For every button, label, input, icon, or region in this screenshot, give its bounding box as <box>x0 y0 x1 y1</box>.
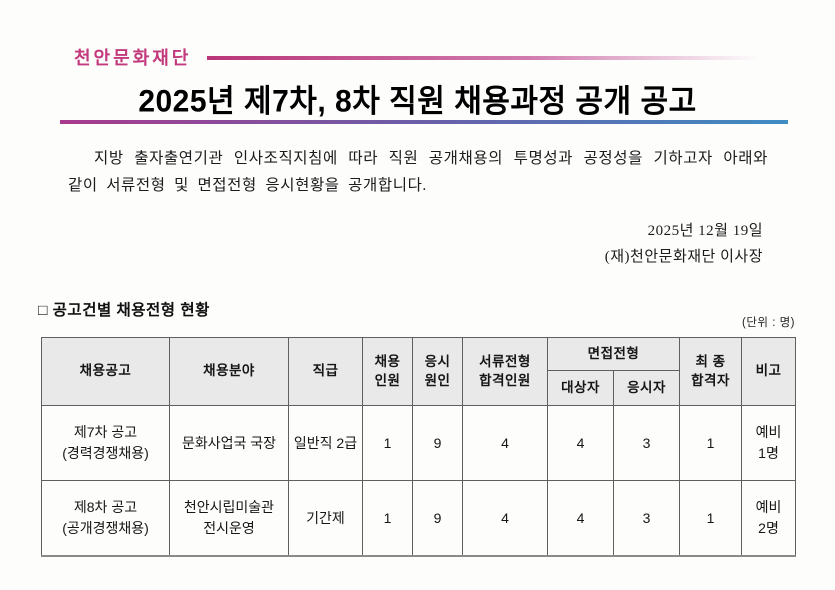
recruitment-status-table: 채용공고 채용분야 직급 채용 인원 응시 원인 서류전형 합격인원 면접전형 … <box>41 337 796 557</box>
cell-field: 문화사업국 국장 <box>169 405 289 481</box>
cell-doc-pass: 4 <box>462 405 548 481</box>
header-row-1: 채용공고 채용분야 직급 채용 인원 응시 원인 서류전형 합격인원 면접전형 … <box>41 337 796 406</box>
col-header-final-pass: 최 종 합격자 <box>679 337 742 406</box>
col-header-notice: 채용공고 <box>41 337 170 406</box>
col-header-interview-target: 대상자 <box>547 370 614 406</box>
unit-note: (단위 : 명) <box>742 317 795 329</box>
table-row: 제8차 공고 (공개경쟁채용) 천안시립미술관 전시운영 기간제 1 9 4 4… <box>41 480 796 557</box>
cell-applied: 9 <box>412 405 463 481</box>
cell-interview-target: 4 <box>547 405 614 481</box>
page-title: 2025년 제7차, 8차 직원 채용과정 공개 공고 <box>138 84 697 119</box>
col-header-hire-count: 채용 인원 <box>362 337 413 406</box>
cell-note: 예비 1명 <box>741 405 796 481</box>
org-name: 천안문화재단 <box>74 48 192 68</box>
date-signature-block: 2025년 12월 19일 (재)천안문화재단 이사장 <box>605 218 763 271</box>
cell-grade: 기간제 <box>288 480 363 557</box>
col-header-note: 비고 <box>741 337 796 406</box>
cell-notice: 제8차 공고 (공개경쟁채용) <box>41 480 170 557</box>
cell-interview-taken: 3 <box>613 405 680 481</box>
date-line: 2025년 12월 19일 <box>647 223 763 239</box>
cell-interview-target: 4 <box>547 480 614 557</box>
cell-interview-taken: 3 <box>613 480 680 557</box>
col-header-applicants: 응시 원인 <box>412 337 463 406</box>
cell-field: 천안시립미술관 전시운영 <box>169 480 289 557</box>
section-title: □ 공고건별 채용전형 현황 <box>38 302 210 319</box>
col-header-field: 채용분야 <box>169 337 289 406</box>
col-header-doc-pass: 서류전형 합격인원 <box>462 337 548 406</box>
cell-doc-pass: 4 <box>462 480 548 557</box>
col-header-grade: 직급 <box>288 337 363 406</box>
header-row-2: 대상자 응시자 <box>42 370 796 406</box>
cell-hire: 1 <box>362 405 413 481</box>
col-header-interview-group: 면접전형 <box>547 337 680 371</box>
cell-final: 1 <box>679 405 742 481</box>
signature-line: (재)천안문화재단 이사장 <box>604 249 763 266</box>
col-header-interview-taken: 응시자 <box>613 370 680 406</box>
title-underline-gradient <box>60 120 788 124</box>
org-header: 천안문화재단 <box>74 44 789 70</box>
cell-note: 예비 2명 <box>741 480 796 557</box>
table-row: 제7차 공고 (경력경쟁채용) 문화사업국 국장 일반직 2급 1 9 4 4 … <box>41 405 796 481</box>
cell-final: 1 <box>679 480 742 557</box>
cell-applied: 9 <box>412 480 463 557</box>
cell-hire: 1 <box>362 480 413 557</box>
cell-notice: 제7차 공고 (경력경쟁채용) <box>41 405 170 481</box>
intro-paragraph: 지방 출자출연기관 인사조직지침에 따라 직원 공개채용의 투명성과 공정성을 … <box>68 150 768 194</box>
recruitment-status-table-wrap: 채용공고 채용분야 직급 채용 인원 응시 원인 서류전형 합격인원 면접전형 … <box>41 337 796 557</box>
cell-grade: 일반직 2급 <box>288 405 363 481</box>
header-accent-line <box>207 56 789 60</box>
